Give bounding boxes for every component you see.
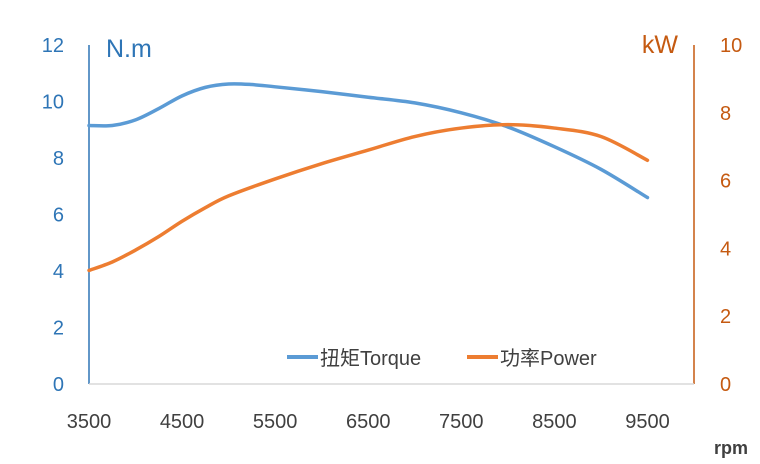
left-tick-label: 0 — [53, 374, 64, 396]
x-tick-label: 5500 — [253, 411, 298, 433]
right-axis-ticks: 0 2 4 6 8 10 — [720, 35, 742, 396]
left-tick-label: 4 — [53, 261, 64, 283]
power-series-line — [87, 122, 650, 273]
left-tick-label: 6 — [53, 205, 64, 227]
legend-item-torque: 扭矩Torque — [287, 347, 421, 370]
legend: 扭矩Torque 功率Power — [287, 347, 597, 370]
x-tick-label: 6500 — [346, 411, 391, 433]
right-tick-label: 10 — [720, 35, 742, 57]
x-tick-label: 7500 — [439, 411, 484, 433]
right-axis-unit: kW — [642, 31, 679, 59]
x-tick-label: 3500 — [67, 411, 112, 433]
left-tick-label: 2 — [53, 318, 64, 340]
left-tick-label: 10 — [42, 92, 64, 114]
x-axis-ticks: 3500 4500 5500 6500 7500 8500 9500 — [67, 411, 670, 433]
chart-axes — [88, 45, 695, 385]
right-tick-label: 6 — [720, 171, 731, 193]
left-axis-unit: N.m — [106, 35, 152, 63]
left-tick-label: 8 — [53, 148, 64, 170]
x-tick-label: 9500 — [625, 411, 670, 433]
torque-series-line — [87, 82, 650, 200]
right-tick-label: 0 — [720, 374, 731, 396]
x-tick-label: 8500 — [532, 411, 577, 433]
left-tick-label: 12 — [42, 35, 64, 57]
left-axis-ticks: 0 2 4 6 8 10 12 — [42, 35, 64, 396]
right-tick-label: 2 — [720, 306, 731, 328]
right-tick-label: 4 — [720, 238, 731, 260]
series-lines — [87, 82, 650, 273]
right-tick-label: 8 — [720, 103, 731, 125]
x-axis-label: rpm — [714, 438, 748, 458]
x-tick-label: 4500 — [160, 411, 205, 433]
legend-label-torque: 扭矩Torque — [320, 347, 421, 370]
legend-item-power: 功率Power — [467, 347, 597, 370]
legend-label-power: 功率Power — [500, 347, 597, 370]
